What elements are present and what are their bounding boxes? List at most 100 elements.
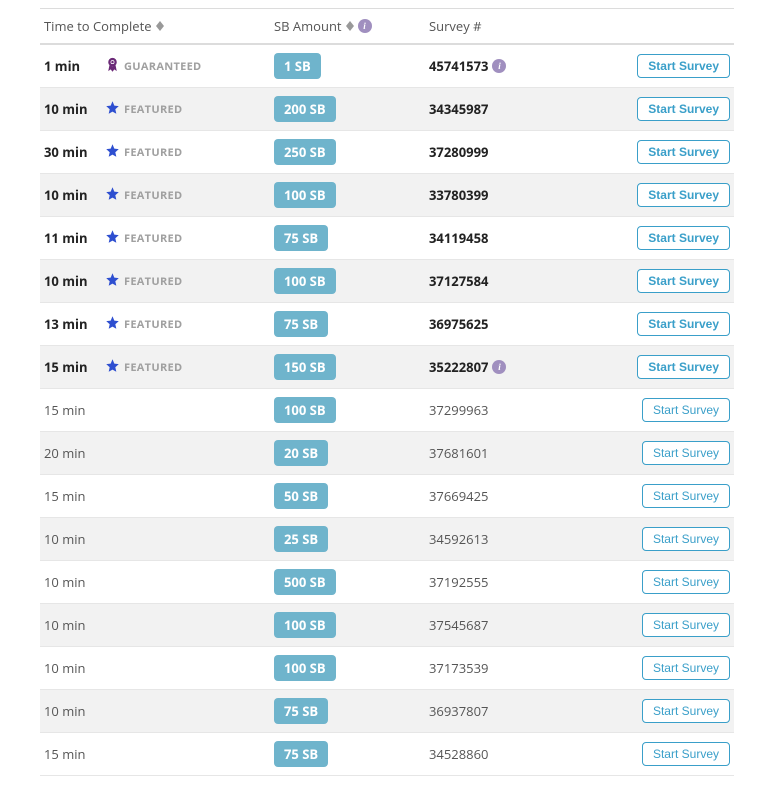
sb-pill: 25 SB xyxy=(274,526,328,552)
time-text: 10 min xyxy=(44,186,100,204)
badge-text: FEATURED xyxy=(124,188,182,203)
table-header: Time to Complete SB Amount i Survey # xyxy=(40,8,734,45)
survey-number: 45741573 xyxy=(429,57,488,75)
survey-number: 37545687 xyxy=(429,616,488,634)
survey-number: 37127584 xyxy=(429,272,488,290)
sb-pill: 100 SB xyxy=(274,612,336,638)
start-survey-button[interactable]: Start Survey xyxy=(642,484,730,508)
table-row: 1 minGUARANTEED1 SB45741573iStart Survey xyxy=(40,45,734,88)
sb-pill: 200 SB xyxy=(274,96,336,122)
table-row: 20 min 20 SB 37681601 Start Survey xyxy=(40,432,734,475)
survey-table: Time to Complete SB Amount i Survey # xyxy=(40,8,734,776)
table-row: 30 minFEATURED250 SB37280999Start Survey xyxy=(40,131,734,174)
sb-pill: 50 SB xyxy=(274,483,328,509)
start-survey-button[interactable]: Start Survey xyxy=(637,269,730,293)
start-survey-button[interactable]: Start Survey xyxy=(642,742,730,766)
table-row: 15 min 50 SB 37669425 Start Survey xyxy=(40,475,734,518)
survey-number: 37173539 xyxy=(429,659,488,677)
header-sb-label: SB Amount xyxy=(274,17,342,35)
table-row: 11 minFEATURED75 SB34119458Start Survey xyxy=(40,217,734,260)
time-text: 20 min xyxy=(44,444,100,462)
time-text: 15 min xyxy=(44,401,100,419)
start-survey-button[interactable]: Start Survey xyxy=(642,527,730,551)
start-survey-button[interactable]: Start Survey xyxy=(637,312,730,336)
survey-number: 34592613 xyxy=(429,530,488,548)
survey-number: 37669425 xyxy=(429,487,488,505)
table-row: 10 minFEATURED200 SB34345987Start Survey xyxy=(40,88,734,131)
time-text: 10 min xyxy=(44,702,100,720)
start-survey-button[interactable]: Start Survey xyxy=(637,226,730,250)
survey-number: 36937807 xyxy=(429,702,488,720)
table-row: 10 min 500 SB 37192555 Start Survey xyxy=(40,561,734,604)
time-text: 11 min xyxy=(44,229,100,247)
start-survey-button[interactable]: Start Survey xyxy=(637,97,730,121)
table-row: 10 min 100 SB 37173539 Start Survey xyxy=(40,647,734,690)
start-survey-button[interactable]: Start Survey xyxy=(637,355,730,379)
info-icon[interactable]: i xyxy=(492,59,506,73)
start-survey-button[interactable]: Start Survey xyxy=(642,398,730,422)
start-survey-button[interactable]: Start Survey xyxy=(642,570,730,594)
header-sb[interactable]: SB Amount i xyxy=(274,17,372,35)
featured-badge: FEATURED xyxy=(105,315,182,334)
survey-number: 37280999 xyxy=(429,143,488,161)
table-row: 15 min FEATURED 150 SB 35222807 i Start Surve… xyxy=(40,346,734,389)
badge-text: GUARANTEED xyxy=(124,59,202,74)
sb-pill: 100 SB xyxy=(274,655,336,681)
star-icon xyxy=(105,143,120,162)
start-survey-button[interactable]: Start Survey xyxy=(642,441,730,465)
sb-pill: 20 SB xyxy=(274,440,328,466)
star-icon xyxy=(105,272,120,291)
sb-pill: 100 SB xyxy=(274,268,336,294)
time-text: 10 min xyxy=(44,573,100,591)
time-text: 15 min xyxy=(44,487,100,505)
sort-icon xyxy=(346,21,354,31)
featured-badge: FEATURED xyxy=(105,358,182,377)
star-icon xyxy=(105,229,120,248)
survey-number: 34119458 xyxy=(429,229,488,247)
table-row: 13 minFEATURED75 SB36975625Start Survey xyxy=(40,303,734,346)
table-row: 15 min100 SB37299963Start Survey xyxy=(40,389,734,432)
sb-pill: 1 SB xyxy=(274,53,321,79)
sb-pill: 100 SB xyxy=(274,182,336,208)
badge-text: FEATURED xyxy=(124,360,182,375)
table-row: 15 min75 SB34528860Start Survey xyxy=(40,733,734,776)
header-time-label: Time to Complete xyxy=(44,17,152,35)
info-icon[interactable]: i xyxy=(492,360,506,374)
time-text: 10 min xyxy=(44,530,100,548)
start-survey-button[interactable]: Start Survey xyxy=(642,656,730,680)
star-icon xyxy=(105,100,120,119)
survey-number: 37192555 xyxy=(429,573,488,591)
time-text: 10 min xyxy=(44,616,100,634)
table-row: 10 min 25 SB 34592613 Start Survey xyxy=(40,518,734,561)
sb-pill: 500 SB xyxy=(274,569,336,595)
time-text: 15 min xyxy=(44,358,100,376)
survey-number: 35222807 xyxy=(429,358,488,376)
header-survey-label: Survey # xyxy=(429,17,482,35)
start-survey-button[interactable]: Start Survey xyxy=(642,699,730,723)
survey-number: 37681601 xyxy=(429,444,488,462)
star-icon xyxy=(105,358,120,377)
start-survey-button[interactable]: Start Survey xyxy=(637,54,730,78)
sb-pill: 75 SB xyxy=(274,741,328,767)
header-survey: Survey # xyxy=(429,17,482,35)
featured-badge: FEATURED xyxy=(105,100,182,119)
header-time[interactable]: Time to Complete xyxy=(44,17,164,35)
sb-pill: 150 SB xyxy=(274,354,336,380)
info-icon[interactable]: i xyxy=(358,19,372,33)
featured-badge: FEATURED xyxy=(105,186,182,205)
start-survey-button[interactable]: Start Survey xyxy=(637,183,730,207)
featured-badge: FEATURED xyxy=(105,229,182,248)
start-survey-button[interactable]: Start Survey xyxy=(637,140,730,164)
badge-text: FEATURED xyxy=(124,317,182,332)
badge-text: FEATURED xyxy=(124,102,182,117)
time-text: 10 min xyxy=(44,272,100,290)
time-text: 10 min xyxy=(44,659,100,677)
survey-number: 36975625 xyxy=(429,315,488,333)
sb-pill: 100 SB xyxy=(274,397,336,423)
table-row: 10 minFEATURED100 SB37127584Start Survey xyxy=(40,260,734,303)
sb-pill: 75 SB xyxy=(274,698,328,724)
start-survey-button[interactable]: Start Survey xyxy=(642,613,730,637)
time-text: 10 min xyxy=(44,100,100,118)
ribbon-icon xyxy=(105,56,120,77)
survey-number: 34528860 xyxy=(429,745,488,763)
